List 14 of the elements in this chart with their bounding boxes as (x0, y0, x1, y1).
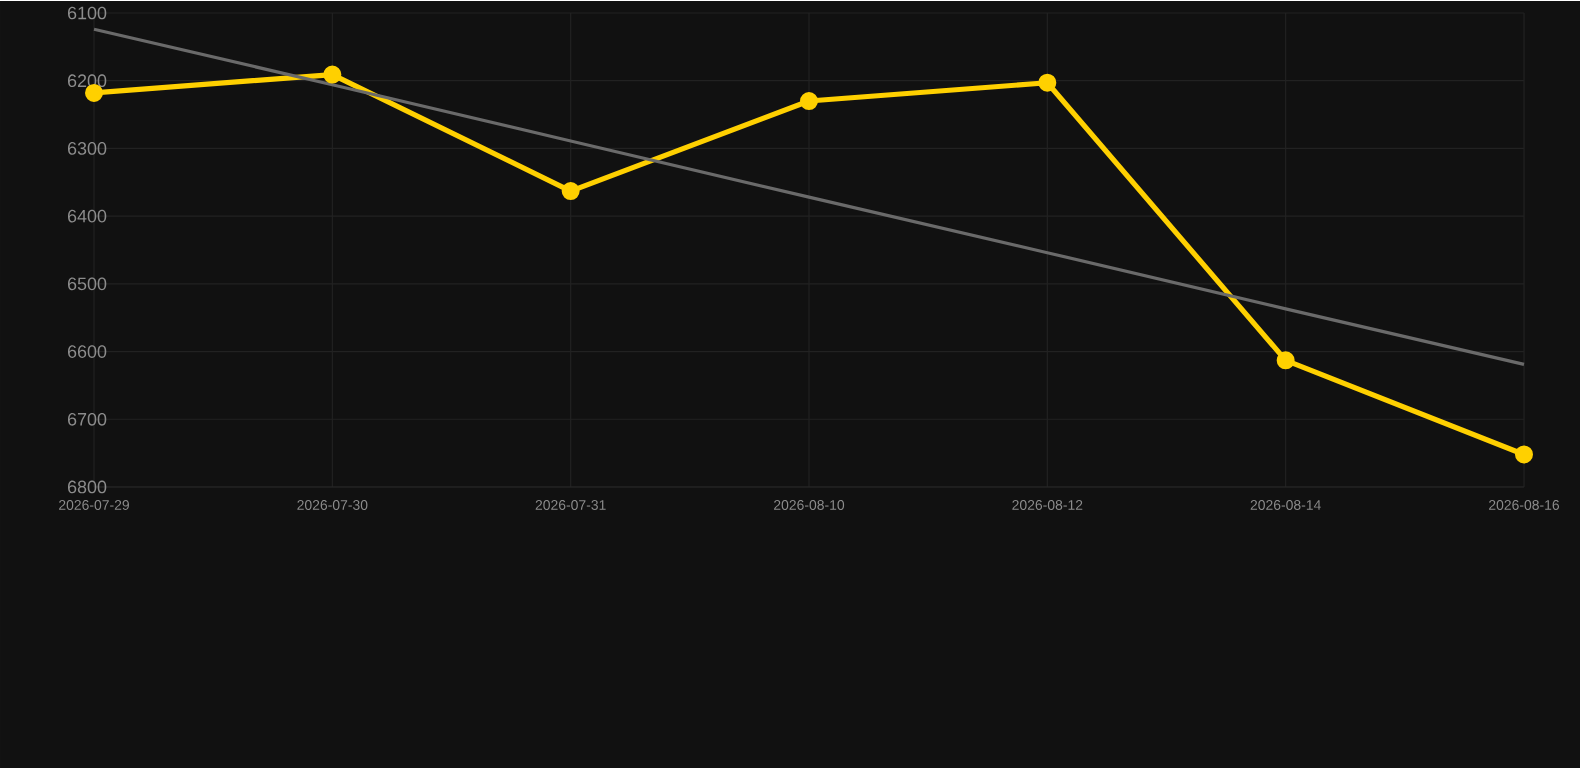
point (561, 181, 580, 200)
point (1038, 73, 1057, 92)
y-tick-label: 6200 (67, 73, 107, 87)
point (323, 65, 342, 84)
y-tick-label: 6400 (67, 209, 107, 223)
y-tick-label: 6500 (67, 277, 107, 290)
y-tick-label: 6800 (67, 480, 107, 493)
y-tick-label: 6700 (67, 412, 107, 426)
y-tick-label: 6100 (67, 6, 107, 19)
y-tick-label: 6600 (67, 344, 107, 358)
y-tick-label: 6300 (67, 141, 107, 155)
point (1276, 350, 1295, 369)
point (1514, 445, 1533, 464)
point (800, 91, 818, 110)
